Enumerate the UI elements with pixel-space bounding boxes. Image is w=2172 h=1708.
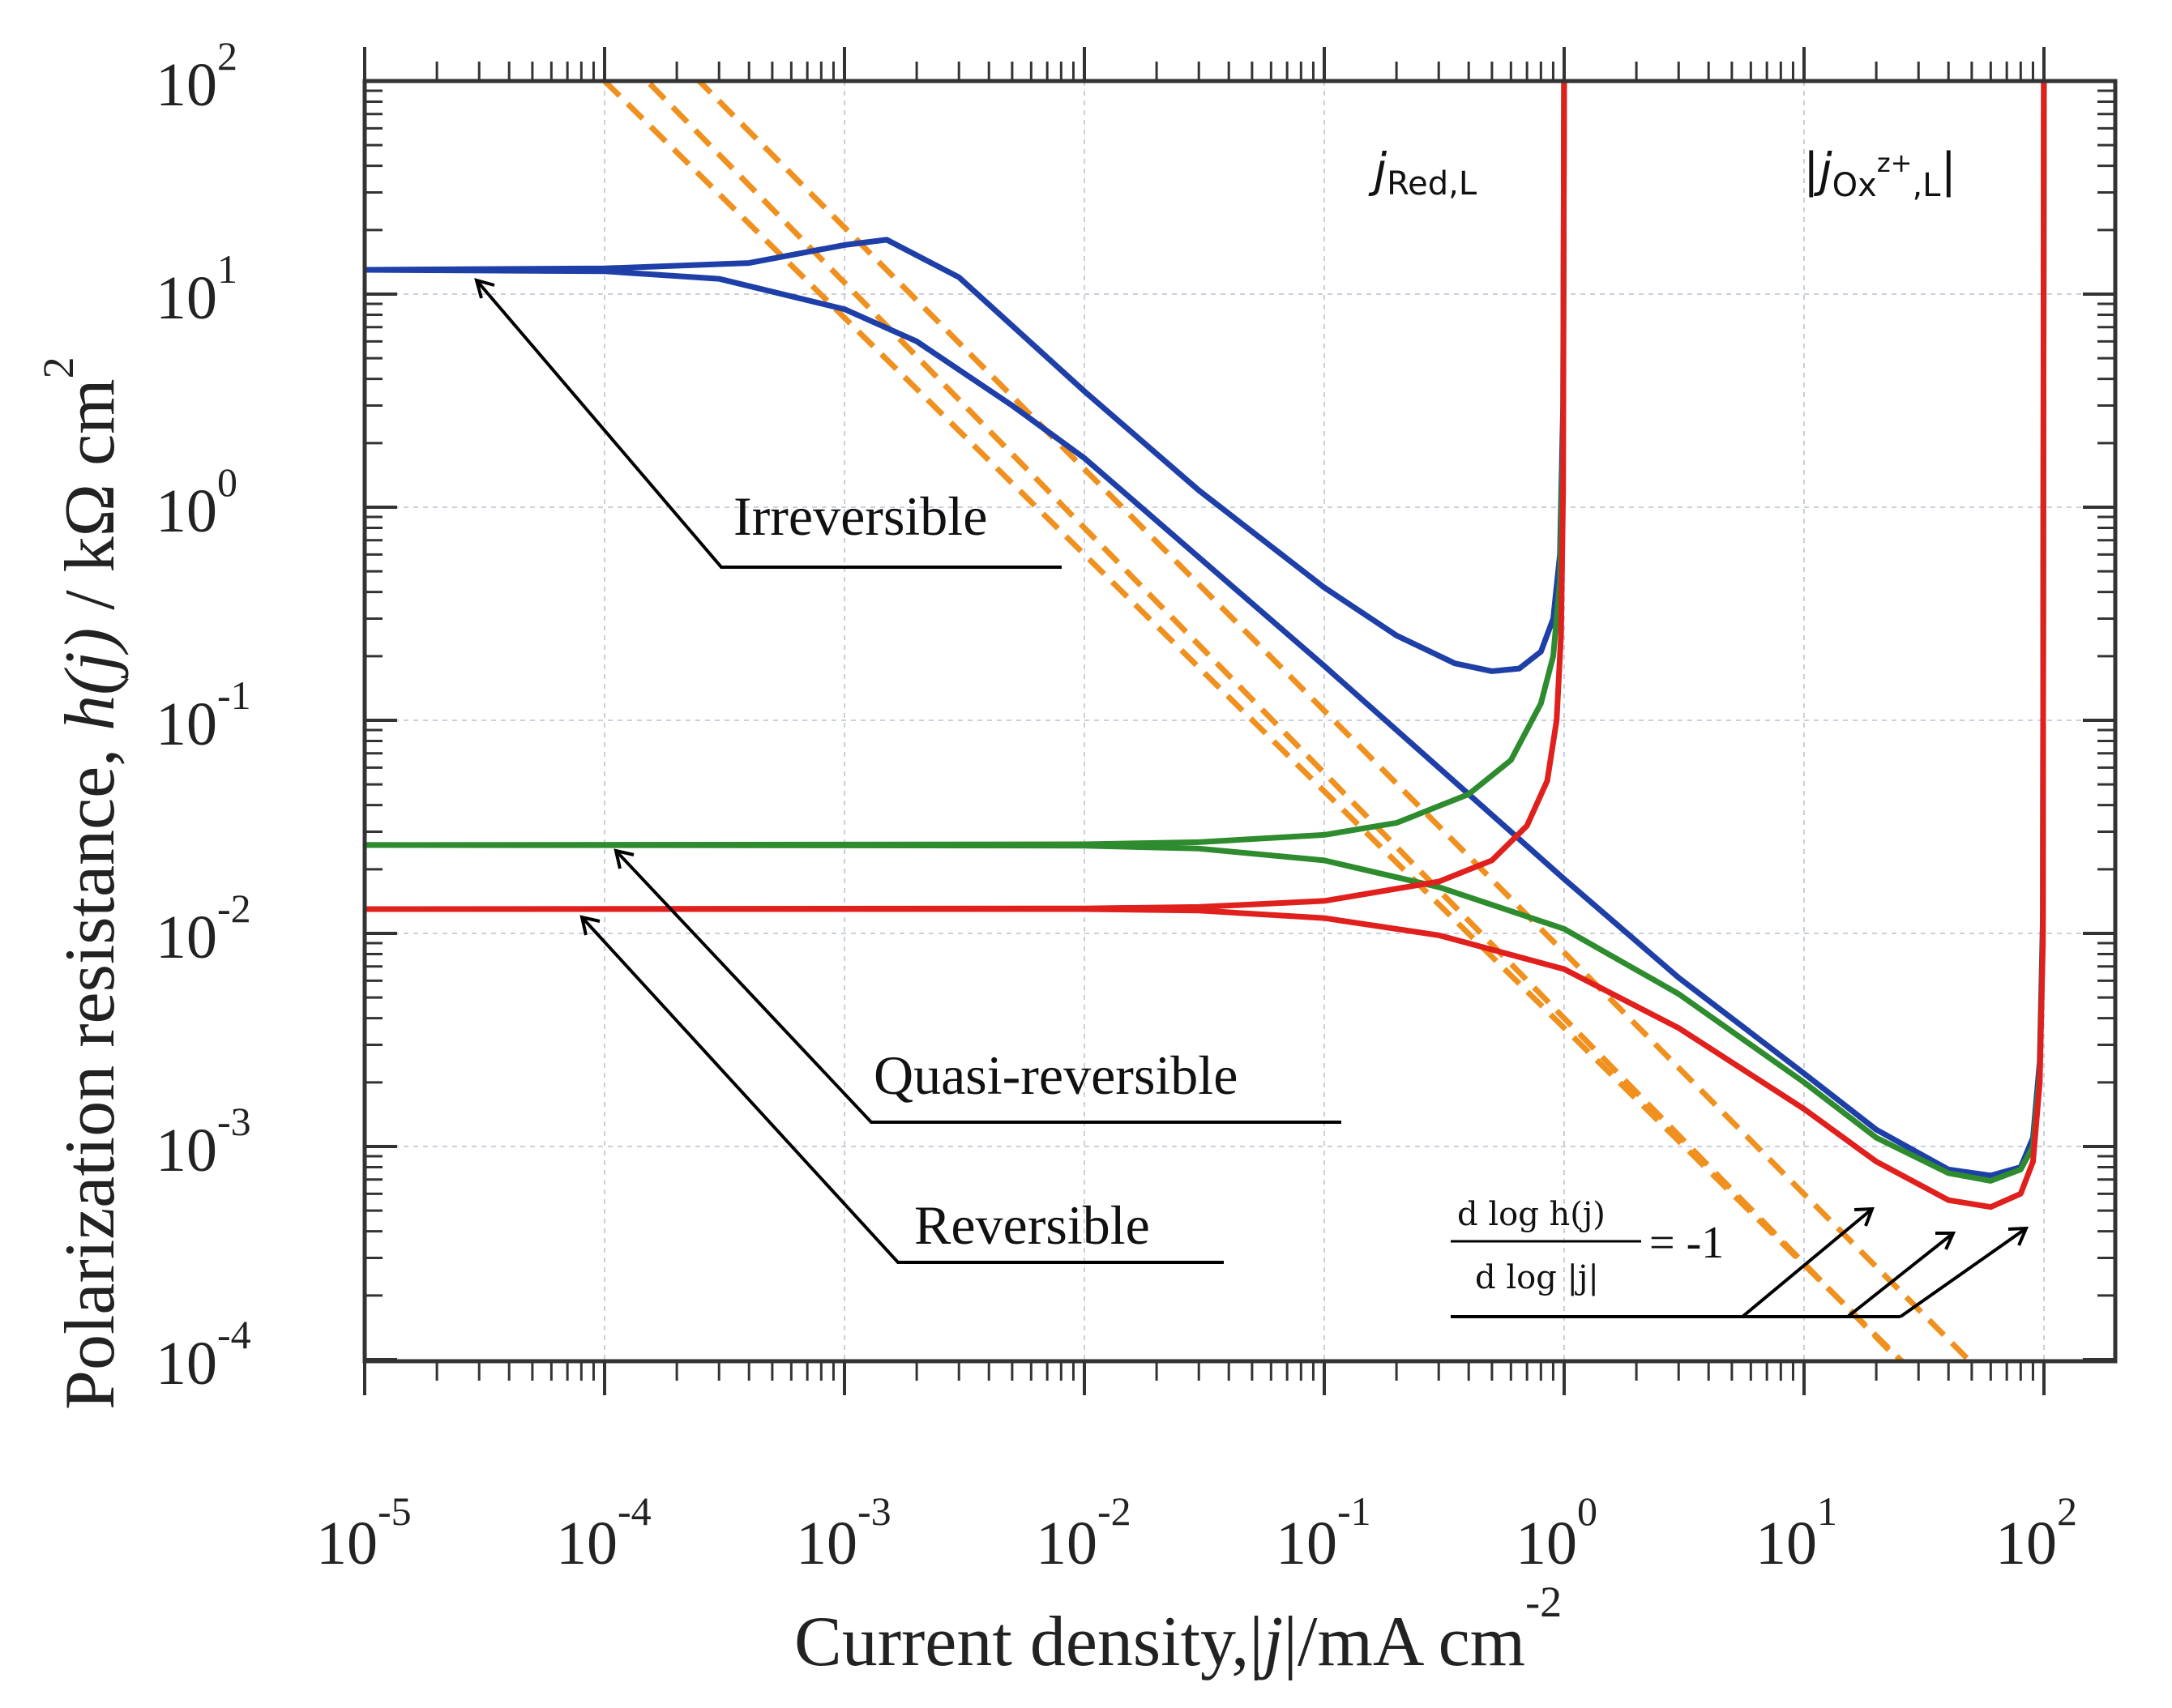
quasi-reversible-label: Quasi-reversible (874, 1044, 1238, 1106)
y-tick-label: 100 (156, 459, 237, 545)
tick-labels: 10-5 10-4 10-3 10-2 10-1 100 101 102 102 101 100 10… (156, 33, 2077, 1578)
arrow-head-icon (2007, 1226, 2029, 1246)
x-tick-label: 10-2 (1036, 1488, 1131, 1578)
irreversible-pointer (475, 279, 1062, 569)
x-tick-label: 10-1 (1276, 1488, 1371, 1578)
slope-line (695, 81, 1974, 1361)
x-tick-label: 102 (1995, 1488, 2077, 1578)
arrow-head-icon (1853, 1206, 1875, 1227)
slope-value: = -1 (1649, 1218, 1724, 1268)
x-tick-label: 10-4 (556, 1488, 652, 1578)
series-line (365, 81, 1567, 674)
irreversible-label: Irreversible (733, 485, 987, 547)
y-tick-label: 10-2 (156, 886, 251, 971)
slope-numerator: d log h(j) (1457, 1196, 1605, 1233)
y-tick-label: 102 (156, 33, 237, 119)
reversible-label: Reversible (914, 1194, 1150, 1256)
slope-pointer-b (1846, 1232, 1955, 1318)
arrow-head-icon (1935, 1232, 1956, 1250)
x-axis-title: Current density,|j|/mA cm-2 (794, 1578, 1562, 1681)
x-tick-label: 10-5 (316, 1488, 412, 1578)
y-tick-label: 10-3 (156, 1099, 251, 1185)
x-tick-label: 10-3 (796, 1488, 891, 1578)
y-tick-label: 10-4 (156, 1312, 251, 1398)
reversible-pointer (580, 916, 1224, 1264)
annotation-arrows (474, 278, 2029, 1318)
arrow-head-icon (614, 848, 635, 869)
arrow-head-icon (474, 278, 495, 299)
x-tick-label: 101 (1755, 1488, 1837, 1578)
red-limit-label: jRed,L (1368, 143, 1477, 203)
axis-ticks (363, 47, 2115, 1395)
slope-lines (602, 81, 1974, 1361)
y-tick-label: 10-1 (156, 673, 251, 758)
ox-limit-label: |jOxz+,L| (1803, 143, 1956, 204)
slope-line (643, 81, 1904, 1361)
series-line (365, 81, 2047, 1184)
grid (364, 81, 2115, 1361)
quasi-reversible-pointer (614, 849, 1341, 1124)
slope-pointer-a (1741, 1207, 1874, 1318)
slope-pointer-c (1899, 1227, 2028, 1318)
x-tick-label: 100 (1516, 1488, 1597, 1578)
arrow-head-icon (579, 915, 601, 936)
series-line (365, 81, 1567, 912)
y-axis-title: Polarization resistance, h(j) / kΩ cm2 (34, 357, 130, 1410)
series-line (365, 81, 2047, 1179)
data-series (365, 81, 2047, 1211)
slope-denominator: d log |j| (1475, 1259, 1599, 1296)
series-line (365, 81, 2047, 1211)
y-tick-label: 101 (156, 246, 237, 332)
